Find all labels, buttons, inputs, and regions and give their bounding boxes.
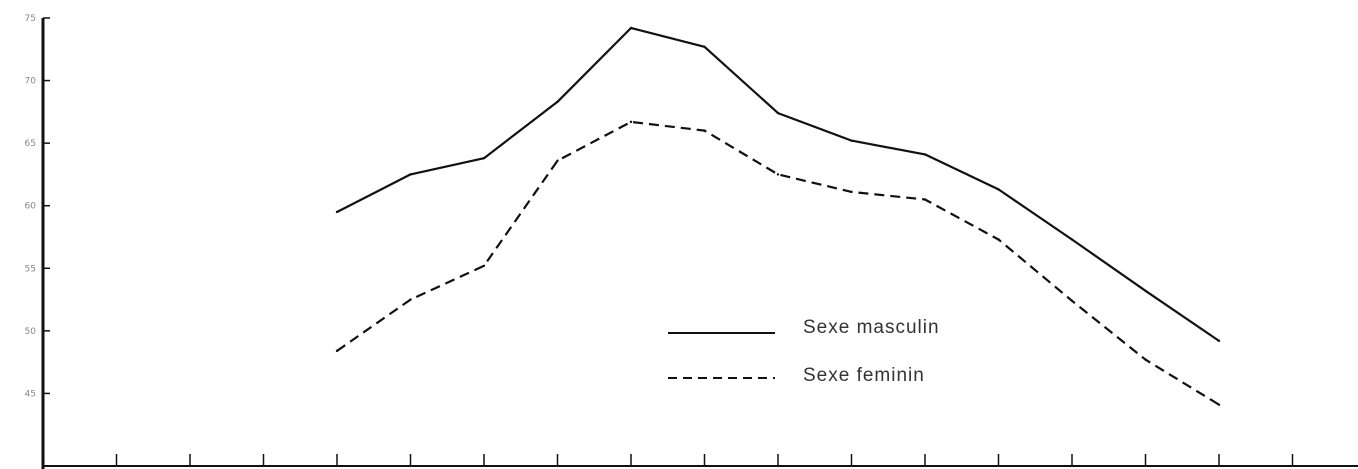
data-point-feminin xyxy=(923,198,927,201)
y-tick-label: 75 xyxy=(25,14,36,24)
data-point-masculin xyxy=(997,188,1000,191)
data-point-feminin xyxy=(1144,358,1147,361)
data-point-feminin xyxy=(1217,403,1221,406)
y-tick-label: 60 xyxy=(25,202,37,212)
series-layer xyxy=(335,26,1221,406)
chart-axes xyxy=(41,18,1358,469)
data-point-masculin xyxy=(776,111,780,115)
data-point-feminin xyxy=(703,129,706,132)
data-point-masculin xyxy=(482,156,486,160)
data-point-feminin xyxy=(482,264,486,267)
data-point-masculin xyxy=(1217,339,1221,343)
data-point-masculin xyxy=(409,173,412,176)
chart-legend: Sexe masculin Sexe feminin xyxy=(668,317,940,386)
data-point-masculin xyxy=(703,45,706,48)
data-point-feminin xyxy=(850,190,853,194)
y-ticks: 75 70 65 60 55 50 45 xyxy=(25,14,50,399)
series-line-feminin xyxy=(336,120,1220,406)
series-line-masculin xyxy=(336,26,1220,342)
data-point-feminin xyxy=(629,120,633,124)
data-point-feminin xyxy=(997,238,1000,241)
y-tick-label: 65 xyxy=(25,139,36,149)
data-point-masculin xyxy=(1144,289,1147,293)
data-point-feminin xyxy=(556,159,559,162)
legend-label-feminin: Sexe feminin xyxy=(803,365,925,386)
y-tick-label: 70 xyxy=(25,77,37,87)
data-point-masculin xyxy=(335,210,339,214)
data-point-masculin xyxy=(556,100,559,104)
data-point-masculin xyxy=(923,153,927,156)
y-tick-label: 55 xyxy=(25,264,36,274)
data-point-feminin xyxy=(776,173,780,176)
data-point-feminin xyxy=(1070,299,1074,303)
data-point-feminin xyxy=(409,298,412,301)
legend-label-masculin: Sexe masculin xyxy=(803,317,940,338)
y-tick-label: 45 xyxy=(25,389,36,399)
data-point-masculin xyxy=(1070,238,1074,241)
data-point-feminin xyxy=(335,349,339,353)
data-point-masculin xyxy=(629,26,633,30)
data-point-masculin xyxy=(850,139,853,142)
x-ticks xyxy=(42,454,1294,466)
y-tick-label: 50 xyxy=(25,327,37,337)
